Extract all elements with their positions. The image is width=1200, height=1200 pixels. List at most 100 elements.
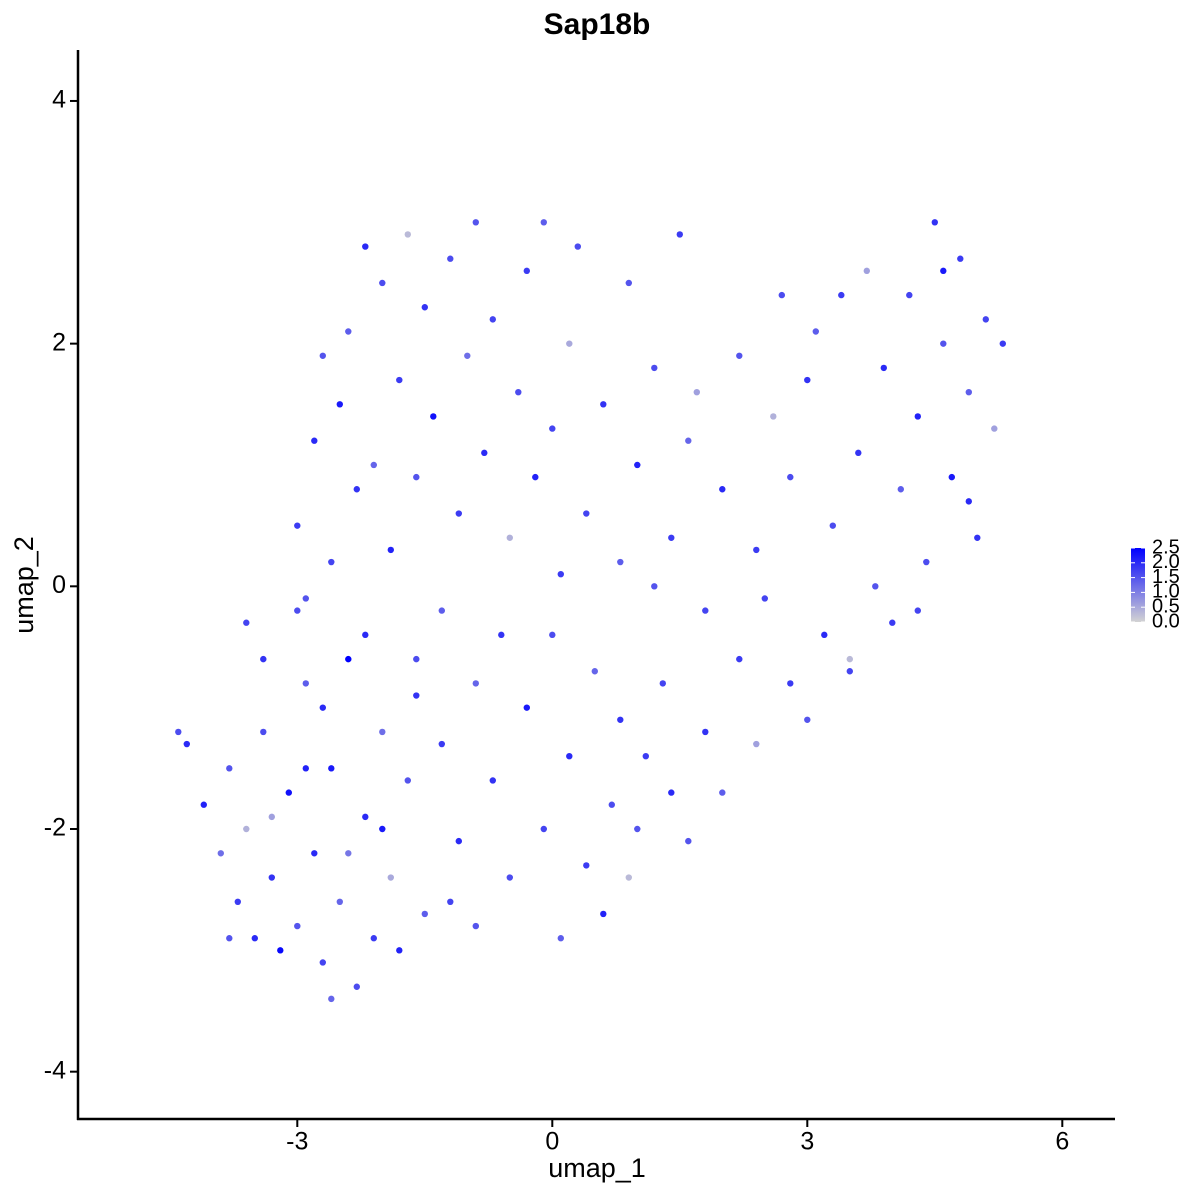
point [914, 413, 921, 420]
point [523, 704, 530, 711]
point [557, 935, 564, 942]
point [583, 862, 590, 869]
y-tick-label: 2 [52, 328, 66, 356]
point [472, 219, 479, 226]
x-tick-label: 0 [545, 1128, 559, 1156]
point [566, 340, 573, 347]
point [676, 231, 683, 238]
point [982, 316, 989, 323]
point [379, 279, 386, 287]
point [906, 291, 913, 299]
point [642, 752, 649, 760]
point [396, 376, 403, 384]
point [668, 789, 675, 796]
point [600, 910, 607, 918]
point [404, 231, 411, 238]
y-tick-label: 4 [52, 86, 66, 114]
point [914, 607, 921, 614]
point [940, 267, 947, 275]
point [804, 376, 811, 384]
point [506, 874, 513, 881]
point [804, 716, 811, 723]
y-tick-label: 0 [52, 571, 66, 599]
point [396, 947, 403, 954]
point [515, 388, 522, 396]
point [251, 935, 258, 942]
chart-title: Sap18b [544, 8, 651, 41]
point [472, 922, 479, 930]
point [370, 461, 377, 469]
point [472, 680, 479, 687]
point [940, 340, 947, 347]
point [183, 740, 190, 748]
point [965, 498, 972, 505]
point [600, 401, 607, 408]
point [838, 291, 845, 299]
color-bar-label: 0.5 [1152, 595, 1180, 617]
point [319, 704, 326, 711]
point [175, 728, 182, 736]
y-tick-label: -2 [44, 814, 66, 842]
x-tick-label: 3 [800, 1128, 814, 1156]
point [336, 898, 343, 906]
point [685, 837, 692, 845]
y-axis-title: umap_2 [9, 536, 39, 634]
point [260, 655, 267, 663]
x-tick-label: -3 [286, 1128, 308, 1156]
point [489, 777, 496, 784]
point [787, 680, 794, 687]
point [651, 583, 658, 590]
point [243, 619, 250, 626]
point [311, 437, 318, 444]
point [294, 922, 301, 930]
point [362, 243, 369, 250]
point [302, 680, 309, 687]
point [200, 801, 207, 808]
x-tick-label: 6 [1055, 1128, 1069, 1156]
point [719, 789, 726, 796]
point [302, 595, 309, 602]
point [591, 668, 598, 675]
point [438, 607, 445, 614]
point [336, 401, 343, 408]
color-bar-label: 2.5 [1152, 536, 1180, 558]
point [489, 316, 496, 323]
point [931, 219, 938, 226]
point [523, 267, 530, 275]
point [277, 947, 284, 954]
point [362, 813, 369, 821]
point [413, 692, 420, 699]
point [778, 291, 785, 299]
point [455, 510, 462, 517]
point [345, 850, 352, 857]
point [702, 607, 709, 614]
point [753, 546, 760, 554]
point [481, 449, 488, 457]
point [311, 850, 318, 857]
point [685, 437, 692, 444]
point [413, 473, 420, 481]
point [625, 279, 632, 287]
point [319, 959, 326, 966]
point [226, 765, 233, 772]
point [753, 740, 760, 748]
point [880, 364, 887, 372]
point [549, 631, 556, 639]
point [999, 340, 1006, 347]
color-bar [1131, 548, 1145, 622]
point [549, 425, 556, 432]
point [770, 413, 777, 420]
point [566, 752, 573, 760]
point [923, 558, 930, 566]
point [345, 655, 352, 663]
point [668, 534, 675, 541]
point [812, 328, 819, 335]
y-tick-label: -4 [44, 1056, 66, 1084]
point [268, 813, 275, 821]
point [659, 680, 666, 687]
point [540, 219, 547, 226]
x-axis-title: umap_1 [548, 1153, 646, 1183]
point [430, 413, 437, 420]
point [863, 267, 870, 275]
point [370, 935, 377, 942]
